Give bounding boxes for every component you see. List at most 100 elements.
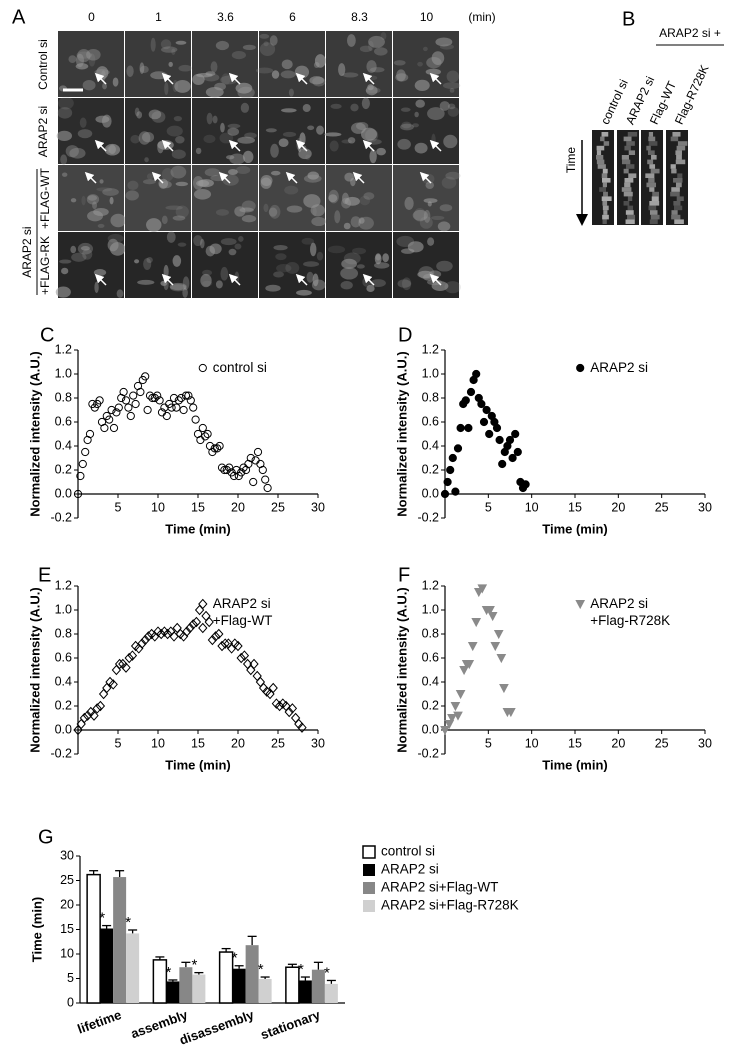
arrow <box>429 139 442 152</box>
time-label: 1 <box>155 10 162 24</box>
cell-signal <box>431 281 449 291</box>
kymo-streak <box>647 150 655 155</box>
cell-signal <box>58 96 74 110</box>
row-label: Control si <box>36 39 50 90</box>
kymo-streak <box>645 173 655 178</box>
point <box>184 391 193 400</box>
cell-signal <box>205 87 224 98</box>
bar <box>192 974 206 1003</box>
cell-signal <box>202 73 220 82</box>
kymo-streak <box>602 182 607 188</box>
point <box>185 622 195 634</box>
cell-signal <box>298 148 312 160</box>
cell-signal <box>368 40 374 52</box>
kymo-streak <box>601 178 611 183</box>
panel-label: A <box>12 6 26 28</box>
cell-signal <box>77 242 93 255</box>
x-tick-label: disassembly <box>177 1007 256 1048</box>
kymo-streak <box>601 132 609 137</box>
cell-signal <box>82 248 93 260</box>
cell-signal <box>373 47 388 56</box>
point <box>150 393 159 403</box>
cell-signal <box>116 289 124 298</box>
point <box>167 403 176 412</box>
cell-signal <box>376 147 386 156</box>
kymo-streak <box>671 214 681 220</box>
point <box>459 666 469 676</box>
kymo-streak <box>649 187 655 192</box>
point <box>188 619 198 630</box>
kymo-streak <box>673 201 681 206</box>
x-axis-title: Time (min) <box>165 521 231 536</box>
significance: * <box>191 957 197 974</box>
cell-signal <box>161 215 168 225</box>
cell-signal <box>263 41 269 47</box>
point <box>119 387 128 397</box>
cell-signal <box>239 207 254 213</box>
bar <box>86 873 101 1004</box>
point <box>246 453 255 463</box>
cell-signal <box>270 143 279 158</box>
cell-signal <box>205 71 216 76</box>
cell-signal <box>166 231 176 243</box>
cell-signal <box>109 196 114 205</box>
kymo-streak <box>602 205 609 211</box>
bar <box>324 983 338 1003</box>
point <box>456 423 465 433</box>
legend-label: ARAP2 si <box>590 360 648 375</box>
cell-signal <box>359 195 371 206</box>
header: ARAP2 si + <box>659 26 721 40</box>
kymo-streak <box>646 145 651 151</box>
cell-signal <box>75 63 89 70</box>
cell-signal <box>255 67 274 74</box>
cell-signal <box>143 258 152 270</box>
cell-signal <box>330 103 342 109</box>
cell-signal <box>220 266 229 281</box>
cell-signal <box>414 142 428 154</box>
y-tick-label: 0.2 <box>55 462 72 476</box>
bar <box>179 967 193 1003</box>
cell-signal <box>328 189 339 204</box>
micrograph <box>326 232 392 298</box>
point <box>472 369 481 379</box>
point <box>246 664 256 676</box>
cell-signal <box>220 122 225 133</box>
kymo-streak <box>670 191 680 197</box>
y-tick-label: 25 <box>60 873 74 887</box>
cell-signal <box>127 180 139 190</box>
cell-signal <box>222 174 239 186</box>
kymo-streak <box>675 159 686 165</box>
cell-signal <box>425 181 435 190</box>
y-axis-title: Normalized intensity (A.U.) <box>394 587 409 752</box>
cell-signal <box>366 284 375 293</box>
cell-signal <box>382 253 389 263</box>
arrow <box>151 171 164 184</box>
bar <box>258 978 272 1003</box>
kymo-streak <box>602 168 608 174</box>
cell-signal <box>99 179 104 184</box>
point <box>450 702 461 712</box>
cell-signal <box>316 125 324 135</box>
x-tick-label: 15 <box>191 736 205 750</box>
cell-signal <box>137 279 155 285</box>
x-tick-label: lifetime <box>75 1007 123 1037</box>
x-axis-title: Time (min) <box>165 757 231 772</box>
kymo-streak <box>624 145 631 151</box>
time-label: 3.6 <box>217 10 234 24</box>
cell-signal <box>306 271 314 283</box>
cell-signal <box>397 138 411 150</box>
legend-marker <box>198 598 208 610</box>
arrow <box>295 273 308 286</box>
cell-signal <box>439 101 450 111</box>
point <box>108 679 118 690</box>
arrow <box>94 273 107 286</box>
point <box>220 465 229 475</box>
arrow <box>84 171 97 184</box>
cell-signal <box>172 215 186 221</box>
cell-signal <box>366 60 377 73</box>
y-tick-label: 0.6 <box>55 650 72 664</box>
point <box>225 463 234 472</box>
cell-signal <box>109 242 126 256</box>
bar <box>113 877 127 1003</box>
point <box>78 459 87 469</box>
